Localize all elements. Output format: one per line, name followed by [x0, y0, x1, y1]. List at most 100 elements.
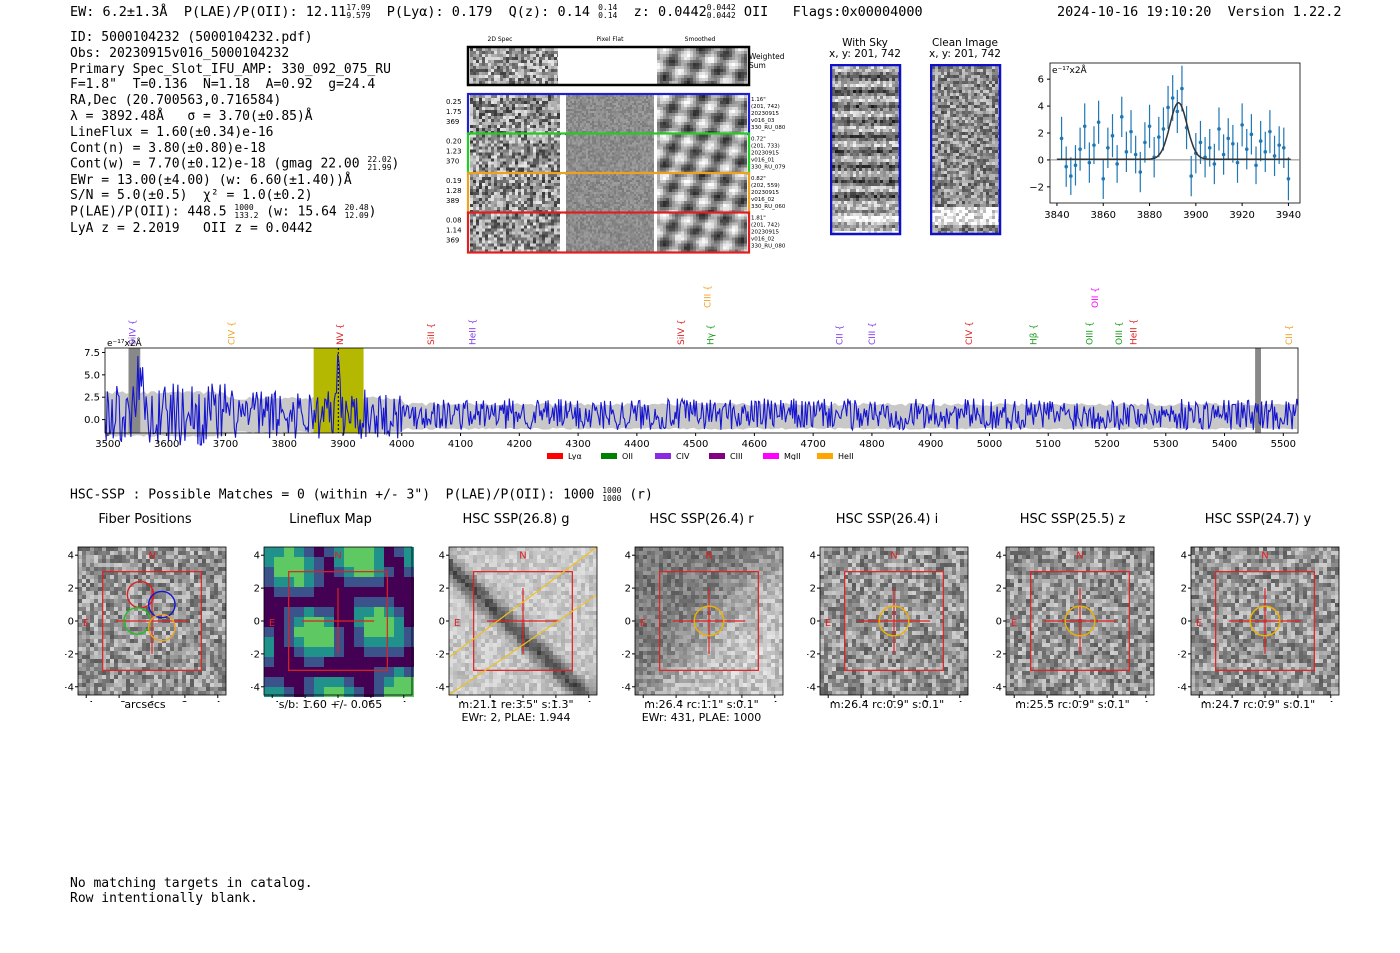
footer-line-2: Row intentionally blank.: [70, 891, 258, 906]
sky-xy: x, y: 201, 742: [829, 48, 901, 60]
spectrum-legend-item: HeII: [817, 452, 854, 460]
fit-frame: [1049, 62, 1301, 204]
cutout-frame: [466, 211, 751, 254]
fit-ytick: −2: [1030, 182, 1044, 193]
panel-ytick: −4: [807, 682, 816, 693]
fit-ytick: 0: [1038, 155, 1044, 166]
panel-ytick: 0: [995, 617, 1001, 628]
info-id: ID: 5000104232 (5000104232.pdf): [70, 30, 313, 45]
cutout-info: (201, 742): [751, 223, 780, 229]
panel-ytick: −2: [251, 649, 260, 660]
cutout-info: 330_RU_060: [751, 204, 786, 210]
cutout-stat: 1.75: [446, 108, 462, 116]
fit-point: [1244, 128, 1249, 170]
fit-point: [1119, 96, 1124, 138]
cutout-info: v016_01: [751, 158, 775, 164]
panel-title: HSC SSP(26.4) r: [649, 512, 754, 527]
spectrum-line-id: CIV {: [965, 321, 975, 345]
header-summary: EW: 6.2±1.3Å P(LAE)/P(OII): 12.1117.09 9.…: [70, 3, 923, 21]
cutout-stat: 0.08: [446, 217, 462, 225]
panel-ytick: 4: [995, 551, 1001, 562]
panel-ytick: −2: [436, 649, 445, 660]
east-label: E: [83, 618, 89, 629]
imaging-panel: HSC SSP(26.4) r N E −4 −4 −2 −2 0 0 2 2 4 4 m:26.4 rc…: [622, 512, 787, 724]
panel-caption: m:25.5 rc:0.9" s:0.1": [1015, 698, 1130, 711]
panel-image: N E −4 −4 −2 −2 0 0 2 2 4 4: [1178, 546, 1340, 702]
panel-xtick: −4: [1192, 700, 1207, 702]
spectrum-line-id: HeII {: [1129, 319, 1139, 345]
fit-point: [1078, 127, 1082, 171]
cutout-info: 20230915: [751, 111, 779, 117]
cutout-row: 0.19 1.28 389 0.82"(202, 559)20230915v016_0…: [446, 171, 786, 215]
clean-xy: x, y: 201, 742: [929, 48, 1001, 60]
fit-point: [1263, 131, 1268, 173]
cutout-stat: 0.20: [446, 138, 462, 146]
cutout-stat: 1.14: [446, 227, 462, 235]
spectrum-masked-region: [1255, 348, 1261, 433]
info-obs: Obs: 20230915v016_5000104232: [70, 45, 290, 61]
fit-point: [1133, 135, 1138, 174]
info-ewr: EWr = 13.00(±4.00) (w: 6.60(±1.40))Å: [70, 172, 352, 188]
cutout-info: 0.72": [751, 137, 766, 143]
panel-xtick: 0: [334, 700, 340, 702]
panel-xtick: −4: [821, 700, 836, 702]
version: Version 1.22.2: [1227, 4, 1342, 20]
panel-caption: s/b: 1.60 +/- 0.065: [278, 698, 383, 711]
north-label: N: [148, 551, 155, 562]
cutout-info: (201, 742): [751, 104, 780, 110]
fit-ytick: 6: [1038, 75, 1044, 86]
fit-point: [1254, 146, 1258, 185]
panel-ytick: 0: [810, 617, 816, 628]
panel-xtick: 2: [924, 700, 930, 702]
spectrum-xtick: 5200: [1094, 439, 1119, 450]
panel-xtick: −4: [635, 700, 650, 702]
panel-xtick: 2: [1109, 700, 1115, 702]
aperture-circle: [692, 605, 724, 637]
panel-xtick: 4: [1328, 700, 1334, 702]
fit-ylabel: e⁻¹⁷x2Å: [1052, 64, 1088, 76]
fit-gaussian-curve: [1056, 101, 1291, 161]
hsc-text: HSC-SSP : Possible Matches = 0 (within +…: [70, 487, 595, 503]
panel-xtick: 4: [586, 700, 592, 702]
spectrum-legend-item: Lyα: [547, 452, 582, 460]
panel-ytick: −4: [622, 682, 631, 693]
fit-point: [1143, 122, 1147, 163]
east-label: E: [1196, 618, 1202, 629]
fit-xtick: 3840: [1044, 210, 1069, 221]
gmag-lo: 21.99: [367, 163, 392, 173]
panel-caption: m:26.4 rc:0.9" s:0.1": [829, 698, 945, 711]
spectrum-ytick: 2.5: [84, 393, 100, 404]
z-lo: 0.0442: [706, 11, 736, 20]
plae2-hi: 1000: [234, 203, 254, 213]
spectrum-masked-region: [128, 348, 141, 433]
ew-value: EW: 6.2±1.3Å: [70, 4, 168, 20]
fit-xtick: 3940: [1276, 210, 1301, 221]
panel-xtick: −2: [668, 700, 683, 702]
spectrum-line-id: OIII {: [1085, 321, 1095, 345]
cutout-stat: 1.28: [446, 187, 462, 195]
panel-ytick: −4: [65, 682, 74, 693]
fit-point: [1286, 157, 1291, 201]
panel-title: HSC SSP(24.7) y: [1204, 512, 1312, 527]
spectrum-xtick: 4900: [918, 439, 943, 450]
weighted-sum-frame: [466, 45, 751, 87]
plae-hi: 17.09: [346, 3, 371, 12]
panel-title: HSC SSP(26.4) i: [835, 512, 939, 527]
fit-point: [1277, 126, 1281, 164]
plae-w-lo: 12.09: [344, 211, 369, 221]
cutout-info: 20230915: [751, 151, 779, 157]
cutout-info: 330_RU_079: [751, 165, 786, 171]
weighted-sum-label: Weighted Sum: [749, 52, 785, 70]
fit-point: [1217, 107, 1221, 151]
panel-ytick: 2: [439, 584, 445, 595]
fit-point: [1115, 145, 1119, 183]
info-primary: Primary Spec_Slot_IFU_AMP: 330_092_075_R…: [70, 61, 391, 77]
col-2d-label: 2D Spec: [488, 36, 513, 43]
fit-point: [1240, 103, 1244, 147]
spectrum-line-id: SiIV {: [129, 319, 139, 345]
cutout-info: 0.82": [751, 176, 766, 182]
z-line: OII: [743, 4, 769, 20]
fit-point: [1064, 146, 1069, 187]
imaging-panel: HSC SSP(25.5) z N E −4 −4 −2 −2 0 0 2 2 4 4 m:25.5 rc…: [993, 512, 1158, 711]
cutout-info: (201, 733): [751, 144, 780, 150]
